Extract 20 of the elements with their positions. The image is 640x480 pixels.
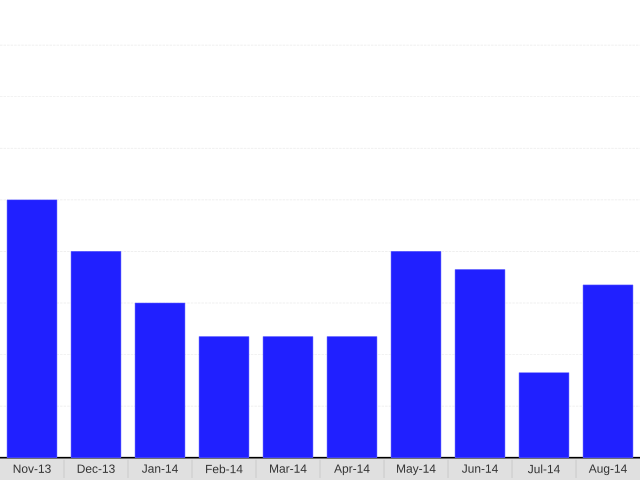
bar bbox=[134, 302, 186, 458]
bar bbox=[390, 251, 442, 458]
x-tick-label: Feb-14 bbox=[206, 464, 243, 474]
x-tick-label: Jan-14 bbox=[142, 464, 178, 473]
bar bbox=[70, 251, 122, 458]
bar bbox=[198, 336, 250, 458]
bar bbox=[326, 336, 378, 458]
bar bbox=[582, 284, 634, 458]
bar bbox=[262, 336, 314, 458]
bar bbox=[6, 200, 58, 458]
bar bbox=[518, 372, 570, 458]
x-tick-label: May-14 bbox=[397, 464, 436, 476]
x-tick-label: Aug-14 bbox=[588, 464, 627, 476]
x-tick-label: Mar-14 bbox=[270, 464, 307, 473]
x-tick-label: Jul-14 bbox=[528, 464, 560, 474]
x-tick-label: Dec-13 bbox=[78, 464, 115, 473]
x-tick-label: Apr-14 bbox=[334, 464, 370, 476]
bar bbox=[454, 269, 506, 458]
x-tick-label: Nov-13 bbox=[14, 464, 51, 473]
x-tick-label: Jun-14 bbox=[462, 464, 498, 473]
